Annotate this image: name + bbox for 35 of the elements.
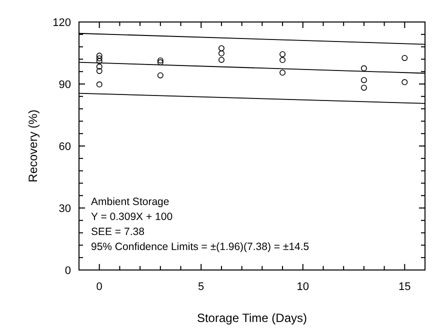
point — [402, 79, 408, 86]
point — [218, 56, 224, 63]
point — [218, 45, 224, 52]
y-tick-label: 0 — [64, 265, 71, 277]
point — [360, 65, 367, 72]
x-tick-label: 10 — [296, 281, 310, 293]
point — [96, 64, 102, 70]
point — [360, 84, 367, 91]
point — [218, 50, 224, 56]
y-tick-label: 120 — [52, 17, 71, 29]
point — [157, 57, 164, 64]
x-tick-label: 0 — [96, 281, 102, 293]
point — [96, 68, 102, 74]
x-tick-label: 5 — [198, 281, 204, 293]
y-tick-label: 30 — [58, 203, 71, 215]
annotation: 95% Confidence Limits = ±(1.96)(7.38) = ±14.5 — [91, 241, 310, 253]
point — [96, 52, 102, 59]
point — [157, 59, 164, 66]
point — [157, 72, 164, 78]
point — [280, 70, 286, 76]
y-tick-label: 60 — [58, 141, 71, 153]
point — [360, 77, 367, 84]
point — [96, 58, 102, 64]
point — [402, 54, 408, 61]
point — [96, 81, 102, 88]
y-tick-label: 90 — [58, 79, 71, 91]
x-axis-title: Storage Time (Days) — [196, 311, 308, 325]
point — [96, 55, 102, 62]
annotation: Y = 0.309X + 100 — [91, 211, 173, 223]
annotation: SEE = 7.38 — [91, 226, 145, 238]
x-tick-label: 15 — [398, 281, 411, 293]
y-axis-title: Recovery (%) — [26, 110, 40, 182]
point — [280, 57, 286, 64]
point — [280, 51, 286, 58]
annotation: Ambient Storage — [91, 196, 170, 208]
